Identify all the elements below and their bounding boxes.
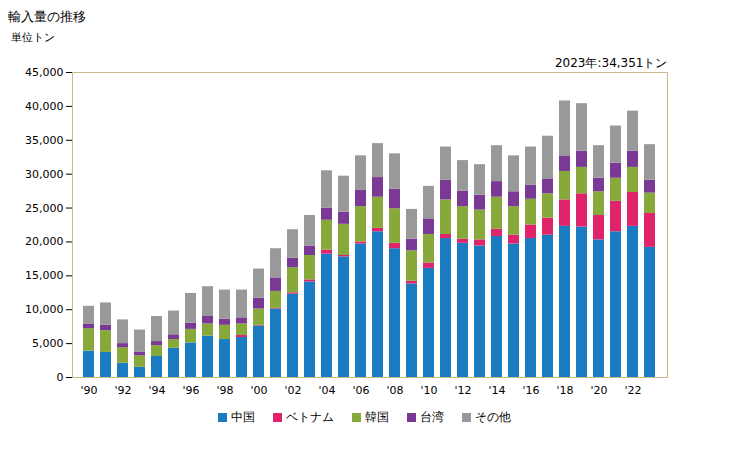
svg-text:'92: '92	[114, 384, 131, 397]
html-text:その他: その他	[475, 410, 511, 424]
html-text:中国: 中国	[231, 410, 255, 424]
svg-text:25,000: 25,000	[25, 202, 64, 215]
svg-text:単位トン: 単位トン	[11, 31, 55, 44]
svg-text:'02: '02	[284, 384, 301, 397]
svg-text:'10: '10	[420, 384, 437, 397]
svg-text:0: 0	[57, 371, 64, 384]
html-text:台湾: 台湾	[420, 410, 444, 424]
svg-text:'12: '12	[454, 384, 471, 397]
svg-text:'20: '20	[590, 384, 607, 397]
svg-text:'18: '18	[556, 384, 573, 397]
svg-text:'04: '04	[318, 384, 335, 397]
html-text:ベトナム: ベトナム	[286, 410, 334, 424]
svg-text:2023年:34,351トン: 2023年:34,351トン	[555, 56, 668, 70]
svg-text:35,000: 35,000	[25, 134, 64, 147]
svg-text:40,000: 40,000	[25, 100, 64, 113]
svg-text:'22: '22	[624, 384, 641, 397]
svg-text:'00: '00	[250, 384, 267, 397]
svg-text:10,000: 10,000	[25, 303, 64, 316]
svg-text:5,000: 5,000	[32, 337, 64, 350]
svg-text:45,000: 45,000	[25, 66, 64, 79]
svg-text:'94: '94	[148, 384, 165, 397]
svg-text:20,000: 20,000	[25, 235, 64, 248]
svg-text:'16: '16	[522, 384, 539, 397]
svg-text:'96: '96	[182, 384, 199, 397]
html-text:輸入量の推移: 輸入量の推移	[8, 9, 86, 24]
svg-text:15,000: 15,000	[25, 269, 64, 282]
svg-text:'06: '06	[352, 384, 369, 397]
svg-text:'14: '14	[488, 384, 505, 397]
svg-text:'90: '90	[80, 384, 97, 397]
html-text:韓国: 韓国	[365, 410, 389, 424]
svg-text:30,000: 30,000	[25, 168, 64, 181]
svg-text:'08: '08	[386, 384, 403, 397]
svg-text:'98: '98	[216, 384, 233, 397]
